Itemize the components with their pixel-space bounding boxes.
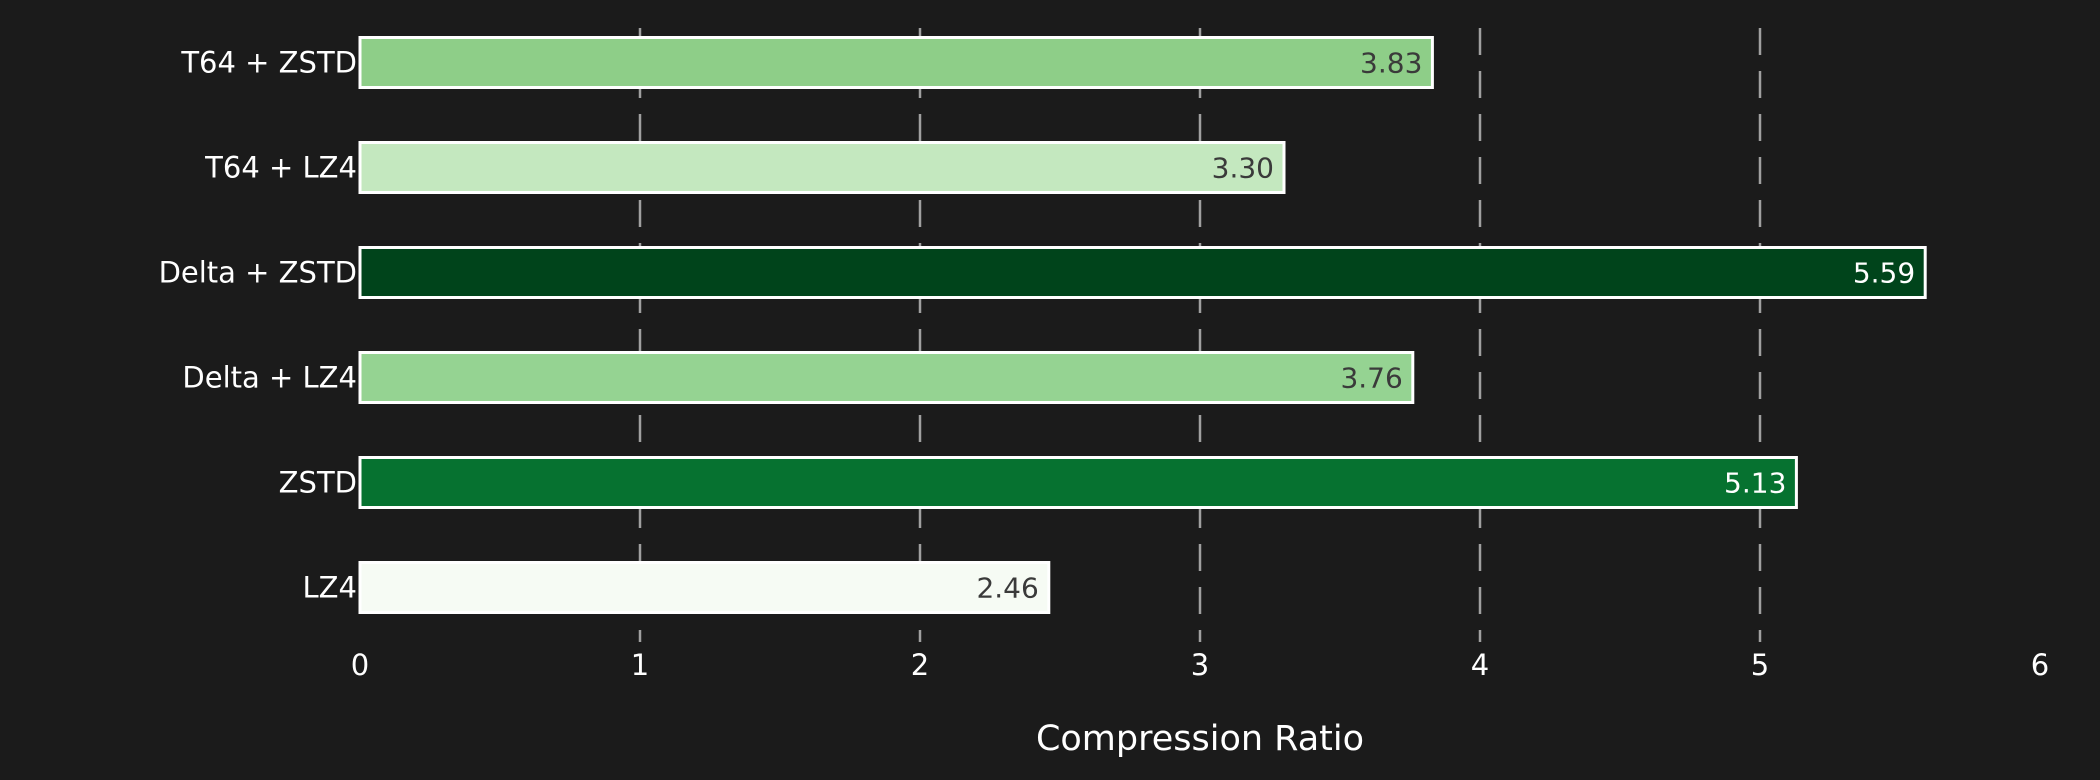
- x-tick-label: 1: [631, 648, 649, 682]
- x-tick-label: 4: [1471, 648, 1489, 682]
- bar-value-label: 5.59: [1853, 257, 1915, 290]
- bar-value-label: 3.76: [1340, 362, 1402, 395]
- bar-value-label: 2.46: [976, 572, 1038, 605]
- x-tick-label: 3: [1191, 648, 1209, 682]
- bars: 2.46 5.13 3.76 5.59 3.30 3.83: [358, 36, 1927, 614]
- bar-value-label: 5.13: [1724, 467, 1786, 500]
- category-label: ZSTD: [279, 466, 357, 500]
- category-label: T64 + LZ4: [204, 151, 357, 185]
- x-tick-label: 2: [911, 648, 929, 682]
- x-tick-label: 0: [351, 648, 369, 682]
- bar: [358, 246, 1927, 299]
- bar-value-label: 3.30: [1212, 152, 1274, 185]
- category-labels: LZ4 ZSTD Delta + LZ4 Delta + ZSTD T64 + LZ4 T…: [159, 46, 357, 605]
- x-tick-labels: 0 1 2 3 4 5 6: [351, 648, 2049, 682]
- category-label: T64 + ZSTD: [180, 46, 357, 80]
- bar-value-label: 3.83: [1360, 47, 1422, 80]
- bar: [358, 36, 1434, 89]
- category-label: Delta + LZ4: [182, 361, 357, 395]
- bar: [358, 351, 1415, 404]
- category-label: Delta + ZSTD: [159, 256, 357, 290]
- grid-lines: [638, 28, 1762, 642]
- bar: [358, 141, 1286, 194]
- category-label: LZ4: [303, 571, 357, 605]
- bar: [358, 456, 1798, 509]
- x-axis-title: Compression Ratio: [1036, 719, 1364, 759]
- x-tick-label: 5: [1751, 648, 1769, 682]
- x-tick-label: 6: [2031, 648, 2049, 682]
- bar: [358, 561, 1051, 614]
